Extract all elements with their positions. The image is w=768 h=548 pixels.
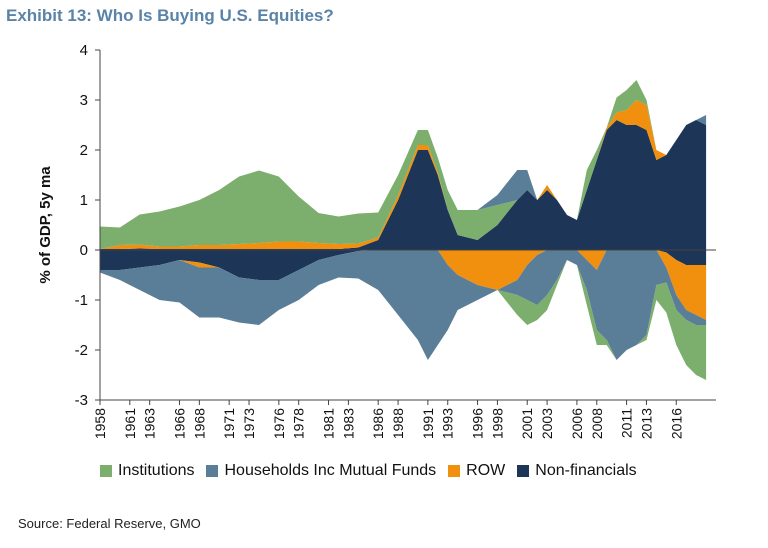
y-axis-label: % of GDP, 5y ma [37, 166, 54, 284]
x-tick-label: 2001 [519, 408, 535, 439]
area-non-financials [100, 120, 707, 250]
x-tick-label: 1978 [291, 408, 307, 439]
y-tick-label: -3 [75, 392, 88, 409]
area-households-inc-mutual-funds [100, 250, 707, 360]
legend-item-row: ROW [448, 462, 505, 480]
x-tick-label: 2013 [639, 408, 655, 439]
x-tick-label: 1991 [420, 408, 436, 439]
x-tick-label: 1988 [390, 408, 406, 439]
legend-item-households: Households Inc Mutual Funds [206, 462, 436, 480]
legend-label: Households Inc Mutual Funds [224, 462, 437, 479]
legend-swatch-non-financials [517, 465, 530, 477]
y-tick-label: 0 [80, 242, 88, 259]
y-tick-label: 4 [80, 42, 88, 59]
legend-label: Institutions [118, 462, 195, 479]
x-tick-label: 1996 [470, 408, 486, 439]
legend-label: ROW [466, 462, 506, 479]
legend-swatch-households [206, 465, 219, 477]
x-tick-label: 1966 [172, 408, 188, 439]
x-tick-label: 2006 [569, 408, 585, 439]
y-tick-label: -1 [75, 292, 88, 309]
area-non-financials [100, 250, 707, 280]
x-tick-label: 2016 [668, 408, 684, 439]
x-tick-label: 1973 [241, 408, 257, 439]
area-institutions [100, 80, 707, 249]
x-tick-label: 2003 [539, 408, 555, 439]
chart-areas [100, 80, 707, 380]
legend-swatch-institutions [100, 465, 112, 477]
y-tick-label: 1 [80, 192, 88, 209]
x-tick-label: 1971 [221, 408, 237, 439]
x-tick-label: 1983 [340, 408, 356, 439]
y-tick-label: 2 [80, 142, 88, 159]
legend-label: Non-financials [535, 462, 637, 479]
source-note: Source: Federal Reserve, GMO [18, 516, 201, 531]
x-tick-label: 1981 [321, 408, 337, 439]
x-tick-label: 1958 [92, 408, 108, 439]
x-tick-label: 1998 [489, 408, 505, 439]
x-tick-label: 1986 [370, 408, 386, 439]
legend-swatch-row [448, 465, 461, 477]
x-tick-label: 2008 [589, 408, 605, 439]
area-institutions [100, 260, 707, 380]
x-tick-label: 1961 [122, 408, 138, 439]
y-tick-label: 3 [80, 92, 88, 109]
y-tick-label: -2 [75, 342, 88, 359]
x-tick-label: 2011 [619, 408, 635, 438]
area-row [100, 100, 707, 249]
chart-title: Exhibit 13: Who Is Buying U.S. Equities? [6, 6, 334, 25]
x-tick-label: 1976 [271, 408, 287, 439]
legend-item-non-financials: Non-financials [517, 462, 637, 480]
x-tick-label: 1968 [191, 408, 207, 439]
x-tick-label: 1993 [440, 408, 456, 439]
x-tick-label: 1963 [142, 408, 158, 439]
chart-legend: Institutions Households Inc Mutual Funds… [100, 462, 637, 480]
legend-item-institutions: Institutions [100, 462, 194, 480]
